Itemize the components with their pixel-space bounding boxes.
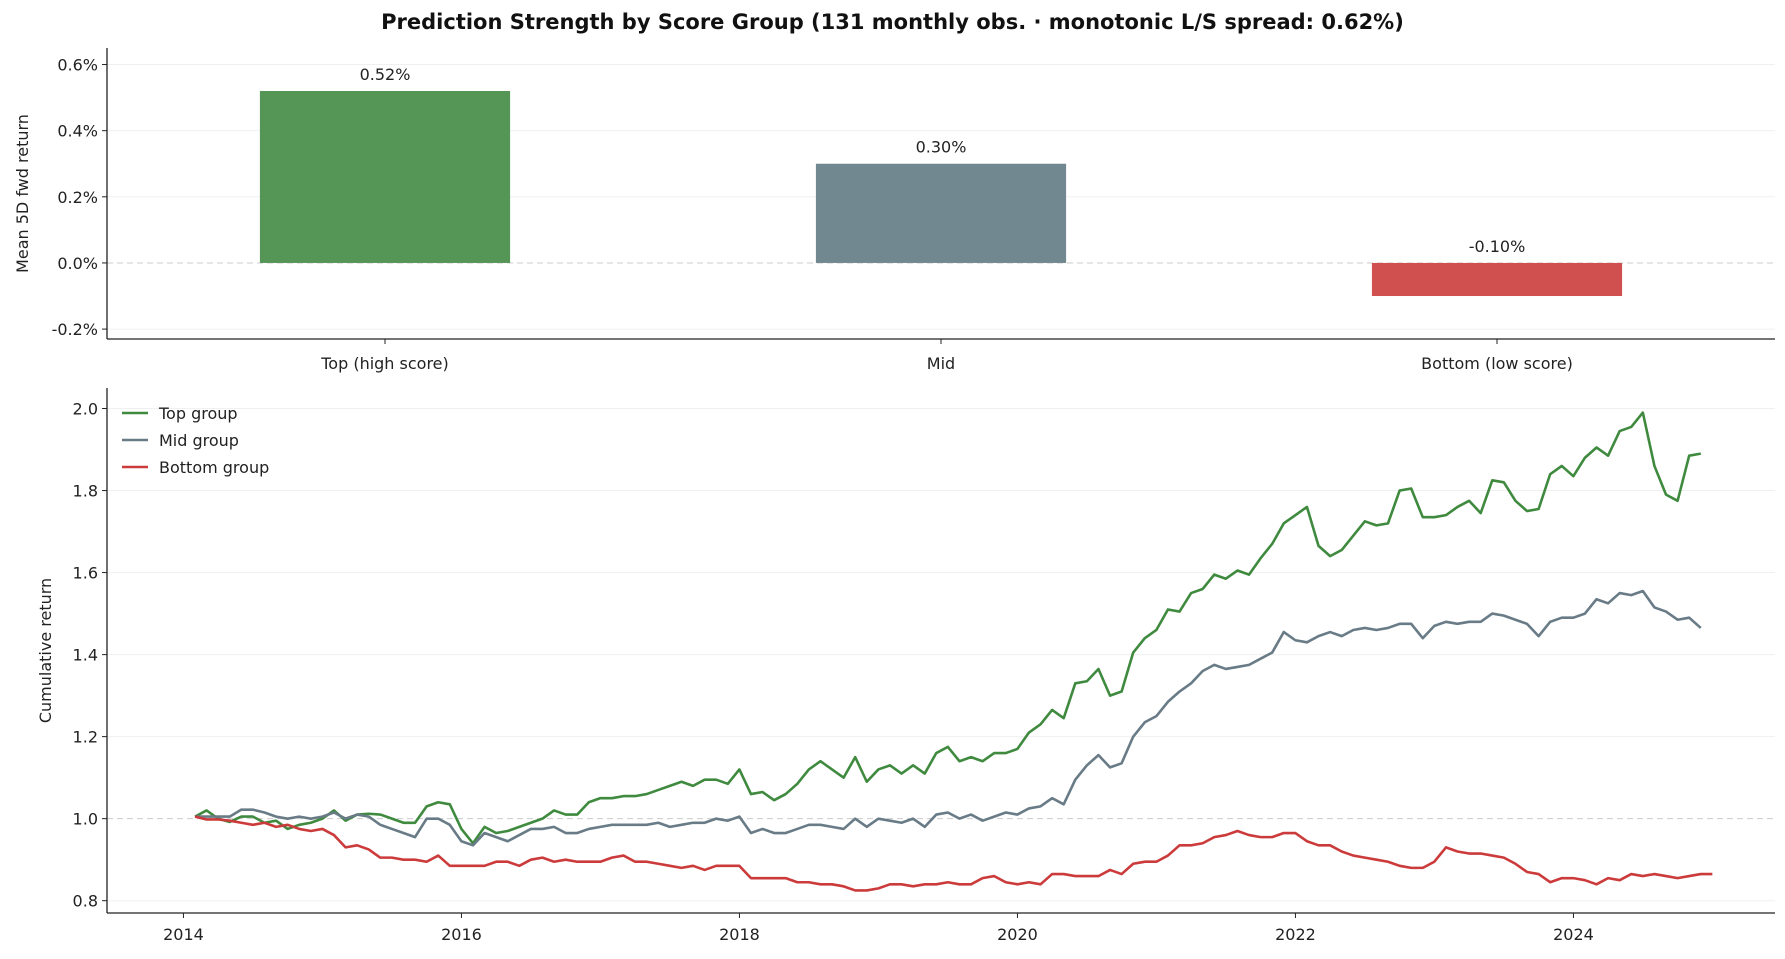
line-xtick-label: 2022 [1275, 925, 1316, 944]
line-panel: 0.8 1.0 1.2 1.4 1.6 1.8 2.0 2014 2016 2018 2020 202… [36, 388, 1775, 944]
line-ytick-label: 1.0 [73, 810, 98, 829]
line-ytick-label: 1.4 [73, 646, 98, 665]
line-xtick-label: 2016 [441, 925, 482, 944]
line-ytick-label: 2.0 [73, 400, 98, 419]
line-ytick-label: 1.6 [73, 564, 98, 583]
legend-label: Mid group [159, 431, 239, 450]
line-ylabel: Cumulative return [36, 578, 55, 723]
bar-0 [259, 90, 511, 263]
bar-value-label: -0.10% [1469, 237, 1526, 256]
bar-1 [815, 163, 1067, 263]
line-xtick-label: 2014 [163, 925, 204, 944]
bar-ytick-label: 0.6% [57, 56, 98, 75]
bar-ytick-label: 0.4% [57, 122, 98, 141]
line-xtick-label: 2024 [1553, 925, 1594, 944]
legend: Top group Mid group Bottom group [122, 404, 269, 477]
chart-title: Prediction Strength by Score Group (131 … [381, 10, 1404, 34]
legend-label: Bottom group [159, 458, 269, 477]
series-line-mid-group [194, 589, 1702, 847]
legend-label: Top group [158, 404, 238, 423]
line-xtick-label: 2020 [997, 925, 1038, 944]
bar-value-label: 0.52% [360, 65, 411, 84]
bar-panel: -0.2% 0.0% 0.2% 0.4% 0.6% 0.52% Top (high scor… [13, 48, 1775, 373]
bar-ytick-label: 0.2% [57, 188, 98, 207]
bar-category-label: Top (high score) [320, 354, 449, 373]
bar-ytick-label: -0.2% [52, 320, 98, 339]
bar-category-label: Mid [927, 354, 955, 373]
bar-2 [1371, 262, 1623, 297]
bar-ytick-label: 0.0% [57, 254, 98, 273]
bar-value-label: 0.30% [916, 138, 967, 157]
series-line-top-group [194, 411, 1701, 845]
line-ytick-label: 1.2 [73, 728, 98, 747]
bar-ylabel: Mean 5D fwd return [13, 114, 32, 273]
series-line-bottom-group [194, 815, 1713, 892]
line-ytick-label: 0.8 [73, 892, 98, 911]
bar-category-label: Bottom (low score) [1421, 354, 1573, 373]
line-xtick-label: 2018 [719, 925, 760, 944]
line-ytick-label: 1.8 [73, 482, 98, 501]
